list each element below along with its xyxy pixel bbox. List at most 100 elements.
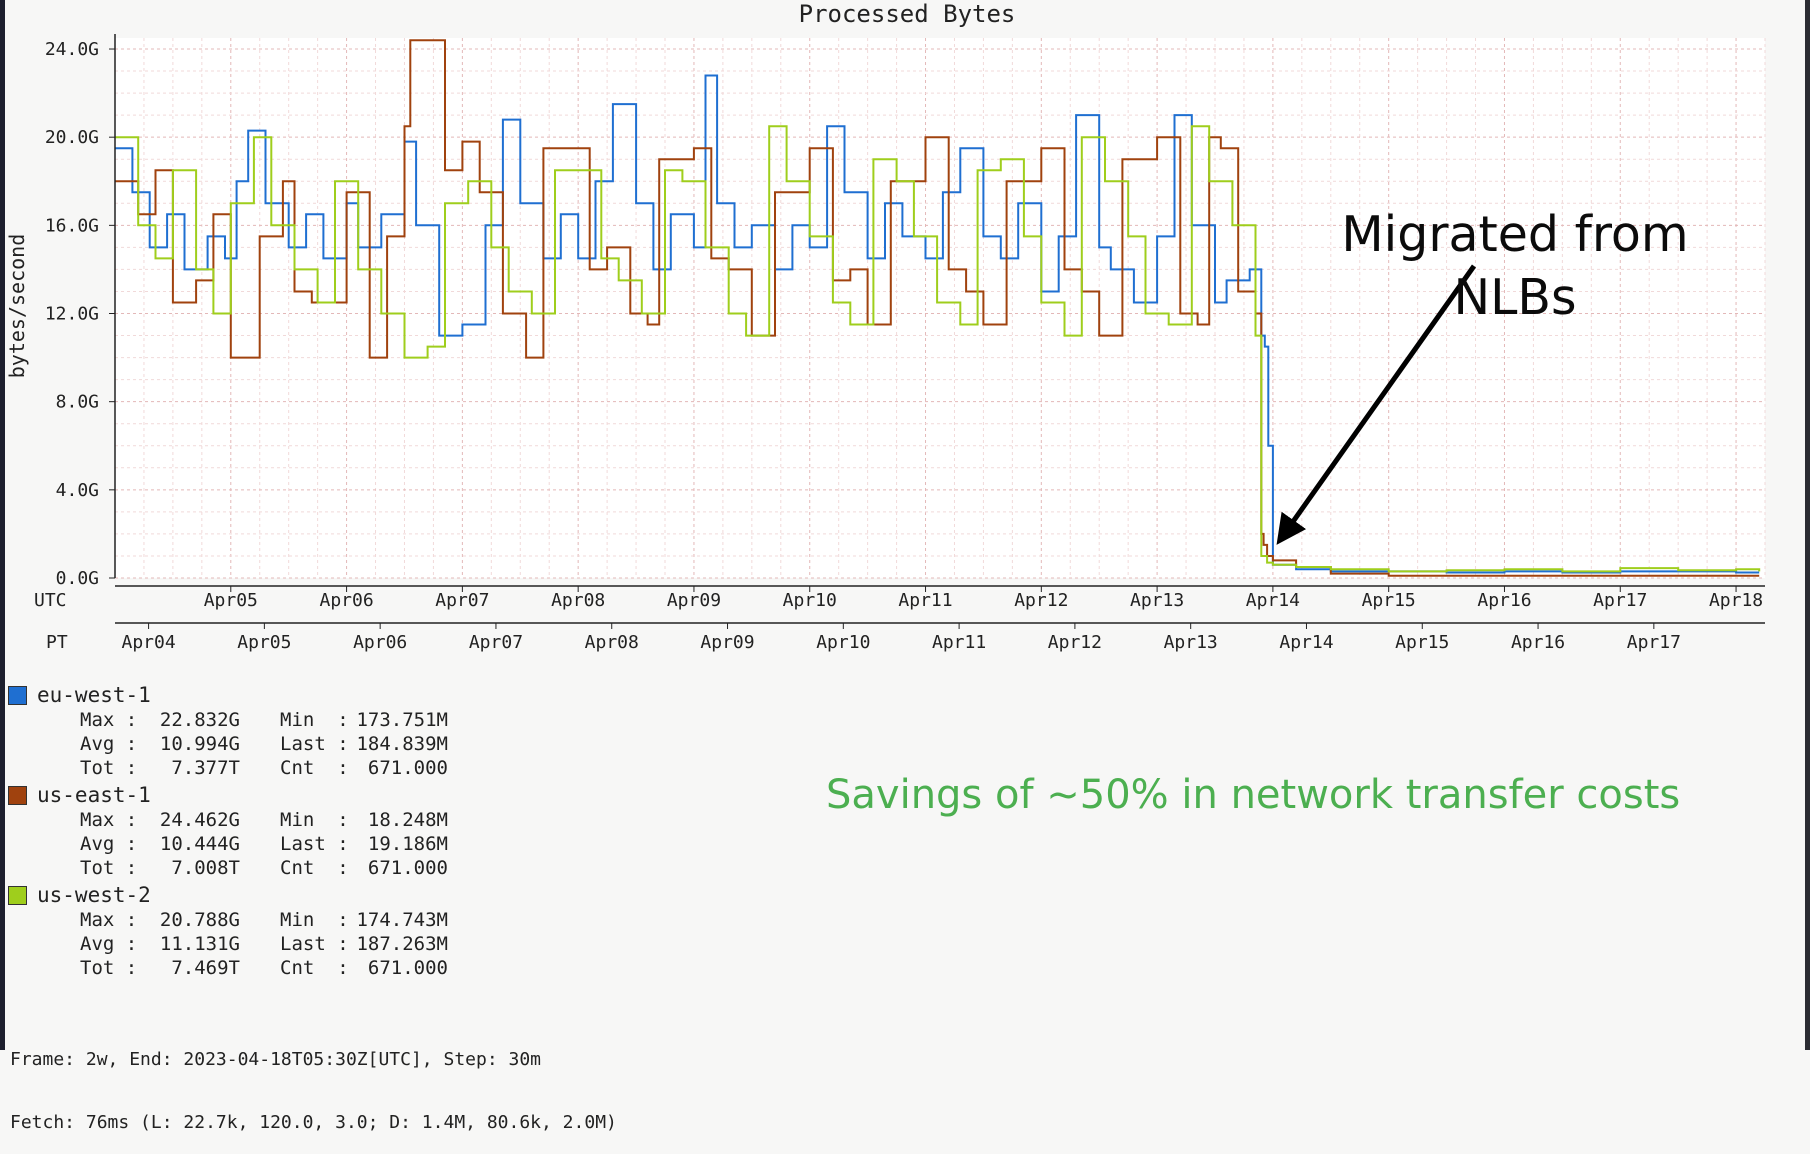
stat-label: Max : [80, 909, 138, 931]
stat-label: Avg : [80, 833, 138, 855]
stats-row: Avg : 11.131G Last : 187.263M [80, 932, 448, 956]
stat-label: Last : [280, 933, 349, 955]
stats-row: Avg : 10.444G Last : 19.186M [80, 832, 448, 856]
pt-x-tick-label: Apr16 [1511, 632, 1565, 653]
utc-x-tick-label: Apr08 [551, 590, 605, 611]
stat-label: Max : [80, 709, 138, 731]
stat-label: Last : [280, 833, 349, 855]
series-group [115, 39, 1761, 577]
y-tick-label: 12.0G [45, 304, 99, 325]
plot-area [115, 38, 1765, 578]
stat-label: Avg : [80, 933, 138, 955]
left-edge-bar [0, 0, 5, 1050]
stat-label: Cnt : [280, 757, 349, 779]
pt-x-tick-label: Apr08 [585, 632, 639, 653]
stat-value: 22.832G [159, 709, 240, 731]
utc-x-tick-label: Apr13 [1130, 590, 1184, 611]
stat-value: 184.839M [356, 733, 448, 755]
axes: 0.0G 4.0G 8.0G 12.0G 16.0G 20.0G 24.0G Apr05 Apr… [45, 34, 1765, 653]
legend-series-name: us-east-1 [37, 783, 151, 807]
y-tick-label: 16.0G [45, 215, 99, 236]
pt-x-tick-label: Apr15 [1395, 632, 1449, 653]
legend-stats: Max : 20.788G Min : 174.743M Avg : 11.131G Las… [80, 908, 448, 980]
chart-title: Processed Bytes [799, 0, 1016, 28]
footer-frame-line: Frame: 2w, End: 2023-04-18T05:30Z[UTC], … [10, 1049, 542, 1070]
pt-x-tick-label: Apr17 [1627, 632, 1681, 653]
savings-note: Savings of ~50% in network transfer cost… [826, 772, 1681, 818]
stat-gap [240, 808, 280, 832]
y-tick-label: 20.0G [45, 127, 99, 148]
stat-value: 7.008T [171, 857, 240, 879]
stat-value: 671.000 [367, 857, 448, 879]
annotation-arrow [1276, 264, 1477, 545]
pt-x-tick-label: Apr13 [1164, 632, 1218, 653]
footer-fetch-line: Fetch: 76ms (L: 22.7k, 120.0, 3.0; D: 1.… [10, 1112, 617, 1133]
stat-label: Max : [80, 809, 138, 831]
stat-label: Cnt : [280, 857, 349, 879]
legend-entry: us-west-2 Max : 20.788G Min : 174.743M Avg : 1… [8, 882, 448, 980]
legend-entry: us-east-1 Max : 24.462G Min : 18.248M Avg : 10… [8, 782, 448, 880]
stat-label: Cnt : [280, 957, 349, 979]
annotation-text-line1: Migrated from [1341, 206, 1688, 263]
utc-x-tick-label: Apr17 [1593, 590, 1647, 611]
stat-value: 671.000 [367, 957, 448, 979]
right-edge-bar [1805, 0, 1810, 1050]
legend: eu-west-1 Max :22.832G Min :173.751M Avg :1… [8, 682, 448, 982]
line-chart: Processed Bytes 0.0G 4.0G 8.0G 12.0G 16.0G 20… [5, 0, 1766, 653]
stat-label: Tot : [80, 857, 138, 879]
stat-label: Tot : [80, 957, 138, 979]
pt-x-tick-label: Apr09 [700, 632, 754, 653]
y-tick-label: 4.0G [56, 480, 99, 501]
stat-gap [240, 956, 280, 980]
stat-gap [240, 932, 280, 956]
pt-x-tick-label: Apr04 [121, 632, 175, 653]
migration-annotation: Migrated from NLBs [1276, 206, 1689, 545]
legend-entry-header: us-east-1 [8, 782, 448, 808]
utc-x-tick-label: Apr09 [667, 590, 721, 611]
y-tick-label: 24.0G [45, 39, 99, 60]
stat-gap [240, 856, 280, 880]
pt-x-tick-label: Apr14 [1279, 632, 1333, 653]
stat-label: Min : [280, 709, 349, 731]
stat-gap [240, 732, 280, 756]
stat-value: 187.263M [356, 933, 448, 955]
pt-x-tick-label: Apr10 [816, 632, 870, 653]
stats-row: Max : 22.832G Min : 173.751M [80, 708, 448, 732]
stat-value: 174.743M [356, 909, 448, 931]
utc-axis-label: UTC [34, 590, 67, 611]
stat-value: 10.994G [159, 733, 240, 755]
pt-axis-label: PT [46, 632, 68, 653]
stat-gap [240, 908, 280, 932]
stats-row: Tot : 7.008T Cnt : 671.000 [80, 856, 448, 880]
y-axis-label: bytes/second [5, 234, 29, 379]
legend-swatch [8, 685, 27, 705]
pt-x-tick-label: Apr12 [1048, 632, 1102, 653]
stat-value: 7.469T [171, 957, 240, 979]
legend-swatch [8, 785, 27, 805]
plot-grid [114, 38, 1766, 579]
utc-x-tick-label: Apr06 [319, 590, 373, 611]
pt-x-tick-label: Apr05 [237, 632, 291, 653]
legend-stats: Max : 24.462G Min : 18.248M Avg : 10.444G Last… [80, 808, 448, 880]
legend-series-name: us-west-2 [37, 883, 151, 907]
legend-entry-header: eu-west-1 [8, 682, 448, 708]
query-footer: Frame: 2w, End: 2023-04-18T05:30Z[UTC], … [10, 1007, 617, 1154]
stat-value: 24.462G [159, 809, 240, 831]
stat-gap [240, 708, 280, 732]
utc-x-tick-label: Apr12 [1014, 590, 1068, 611]
legend-entry: eu-west-1 Max : 22.832G Min : 173.751M Avg : 1… [8, 682, 448, 780]
series-line-us-west-2 [115, 125, 1761, 573]
utc-x-tick-label: Apr07 [435, 590, 489, 611]
utc-x-tick-label: Apr18 [1709, 590, 1763, 611]
stats-row: Max : 20.788G Min : 174.743M [80, 908, 448, 932]
annotation-text-line2: NLBs [1453, 269, 1576, 326]
stat-label: Min : [280, 909, 349, 931]
pt-x-tick-label: Apr07 [469, 632, 523, 653]
pt-x-tick-label: Apr11 [932, 632, 986, 653]
stat-label: Last : [280, 733, 349, 755]
stat-gap [240, 756, 280, 780]
legend-stats: Max : 22.832G Min : 173.751M Avg : 10.994G Las… [80, 708, 448, 780]
stat-gap [240, 832, 280, 856]
utc-x-tick-label: Apr16 [1477, 590, 1531, 611]
stats-row: Avg : 10.994G Last : 184.839M [80, 732, 448, 756]
